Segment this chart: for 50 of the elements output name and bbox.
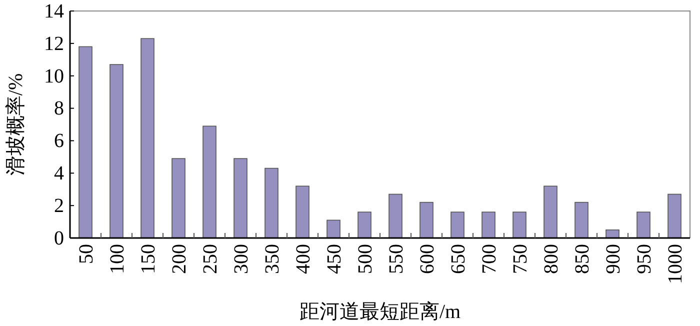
x-tick-label: 650 — [448, 244, 470, 274]
x-tick-label: 950 — [634, 244, 656, 274]
bar — [172, 158, 186, 238]
bar — [296, 186, 310, 238]
x-axis-title: 距河道最短距离/m — [299, 301, 461, 323]
y-tick-label: 0 — [54, 227, 64, 250]
x-tick-label: 250 — [200, 244, 222, 274]
bar — [482, 212, 496, 238]
bar — [606, 229, 620, 238]
y-tick-label: 12 — [44, 32, 64, 55]
bar — [358, 212, 372, 238]
x-tick-label: 550 — [386, 244, 408, 274]
x-tick-label: 200 — [168, 244, 190, 274]
y-tick-label: 10 — [44, 65, 64, 88]
bar — [140, 38, 154, 238]
bar — [326, 220, 340, 238]
x-tick-label: 350 — [262, 244, 284, 274]
bar — [110, 64, 124, 238]
y-tick-label: 8 — [54, 98, 64, 120]
bar — [78, 46, 92, 238]
x-tick-label: 500 — [354, 244, 376, 274]
x-tick-label: 800 — [540, 244, 562, 274]
bar — [450, 212, 464, 238]
bar — [264, 168, 278, 238]
bar — [420, 202, 434, 238]
bar — [388, 194, 402, 238]
x-tick-label: 400 — [292, 244, 314, 274]
y-axis-title: 滑坡概率/% — [5, 73, 27, 176]
bar — [202, 126, 216, 238]
y-tick-label: 2 — [54, 194, 64, 217]
bar — [668, 194, 682, 238]
x-tick-label: 900 — [602, 244, 624, 274]
bar — [636, 212, 650, 238]
bar — [234, 158, 248, 238]
x-tick-label: 600 — [416, 244, 438, 274]
bar — [574, 202, 588, 238]
x-tick-label: 750 — [510, 244, 532, 274]
x-tick-label: 50 — [76, 244, 98, 264]
x-tick-label: 850 — [572, 244, 594, 274]
y-tick-label: 6 — [54, 130, 64, 152]
y-tick-label: 14 — [44, 0, 64, 22]
bar — [512, 212, 526, 238]
x-tick-label: 100 — [106, 244, 128, 274]
x-tick-label: 450 — [324, 244, 346, 274]
x-tick-label: 300 — [230, 244, 252, 274]
x-tick-label: 1000 — [664, 244, 686, 284]
x-tick-label: 700 — [478, 244, 500, 274]
bar — [544, 186, 558, 238]
y-tick-label: 4 — [54, 162, 64, 185]
x-tick-label: 150 — [138, 244, 160, 274]
